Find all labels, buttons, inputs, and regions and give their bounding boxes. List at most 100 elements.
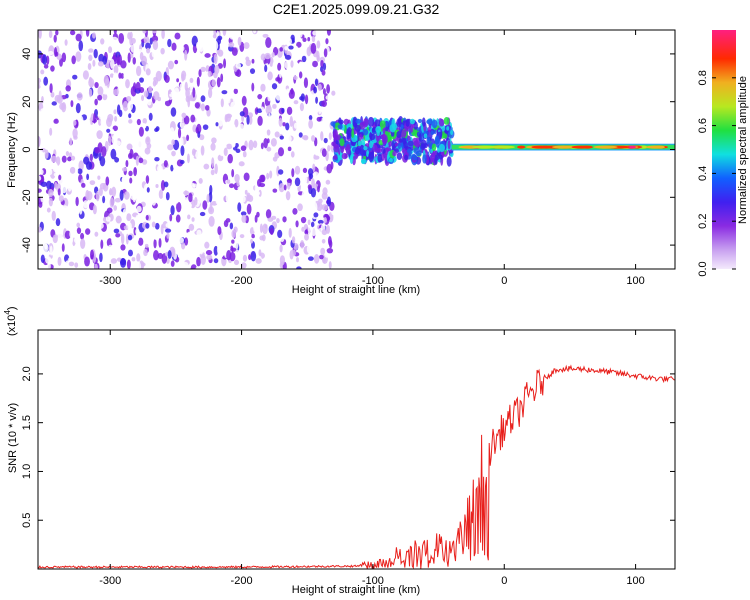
heatmap-cell [288,45,294,50]
heatmap-cell [115,233,121,238]
heatmap-cell [289,249,294,260]
heatmap-cell [265,105,272,115]
heatmap-cell [76,222,81,228]
heatmap-cell [97,94,103,101]
heatmap-cell [75,196,79,207]
heatmap-cell [184,49,188,61]
heatmap-cell [235,62,241,69]
heatmap-cell [305,106,311,115]
heatmap-cell [76,227,82,234]
heatmap-cell [304,229,309,235]
heatmap-cell [202,169,207,175]
heatmap-cell [97,86,104,97]
heatmap-cell [97,222,104,229]
heatmap-cell [93,112,96,124]
heatmap-cell [284,61,290,70]
heatmap-cell [217,35,223,41]
heatmap-cell [552,145,576,149]
heatmap-cell [85,189,90,201]
heatmap-cell [282,251,286,256]
heatmap-cell [245,56,250,62]
heatmap-cell [300,216,307,224]
snr-xtick-label: -100 [362,575,384,587]
heatmap-cell [431,119,438,129]
heatmap-cell [45,256,52,264]
heatmap-cell [355,118,362,124]
heatmap-cell [130,85,137,97]
heatmap-cell [399,138,403,143]
heatmap-cell [531,145,551,149]
heatmap-cell [59,57,63,67]
heatmap-cell [267,71,273,81]
heatmap-cell [64,39,68,46]
heatmap-cell [298,132,303,138]
heatmap-cell [214,163,218,175]
heatmap-cell [57,229,63,240]
heatmap-cell [50,155,57,163]
heatmap-cell [268,190,274,196]
heatmap-cell [242,156,249,163]
heatmap-cell [184,81,188,92]
heatmap-cell [269,170,273,179]
heatmap-cell [392,151,397,157]
heatmap-cell [111,36,118,42]
heatmap-cell [412,155,418,161]
heatmap-cell [186,134,190,142]
heatmap-cell [195,126,199,134]
heatmap-cell [88,54,93,62]
heatmap-cell [167,60,175,70]
heatmap-cell [326,247,334,254]
heatmap-cell [52,162,59,173]
heatmap-cell [239,111,245,117]
heatmap-cell [75,166,79,176]
heatmap-cell [89,153,93,162]
heatmap-cell [261,123,267,129]
heatmap-cell [320,59,324,68]
heatmap-cell [300,93,306,102]
heatmap-cell [270,194,277,200]
heatmap-cell [86,173,90,181]
heatmap-cell [181,112,187,119]
heatmap-cell [278,183,285,193]
heatmap-cell [300,240,305,249]
heatmap-cell [152,80,157,87]
heatmap-cell [296,266,302,269]
heatmap-cell [150,152,156,159]
heatmap-cell [114,197,121,203]
heatmap-cell [223,58,227,69]
heatmap-cell [119,189,124,201]
heatmap-cell [296,41,302,48]
heatmap-cell [231,139,236,148]
heatmap-cell [174,59,179,65]
heatmap-cell [244,189,248,195]
heatmap-cell [74,188,79,199]
heatmap-cell [109,197,115,208]
heatmap-cell [141,255,148,262]
heatmap-cell [321,239,326,244]
heatmap-cell [154,156,160,162]
heatmap-cell [215,196,222,205]
heatmap-cell [211,137,217,144]
heatmap-cell [55,30,59,36]
heatmap-cell [233,88,238,95]
heatmap-cell [296,102,300,113]
heatmap-cell [191,217,195,222]
heatmap-cell [227,153,233,164]
heatmap-cell [38,188,42,193]
heatmap-cell [101,146,107,158]
heatmap-cell [61,52,67,63]
heatmap-cell [420,143,426,150]
heatmap-cell [93,48,98,59]
heatmap-cell [295,45,299,56]
heatmap-cell [151,49,156,58]
heatmap-cell [127,52,131,63]
heatmap-cell [240,262,247,269]
heatmap-cell [209,202,213,213]
heatmap-cell [180,122,185,129]
heatmap-cell [113,205,118,211]
heatmap-cell [339,138,345,147]
heatmap-cell [179,30,186,34]
heatmap-cell [72,74,78,80]
heatmap-cell [233,81,240,90]
